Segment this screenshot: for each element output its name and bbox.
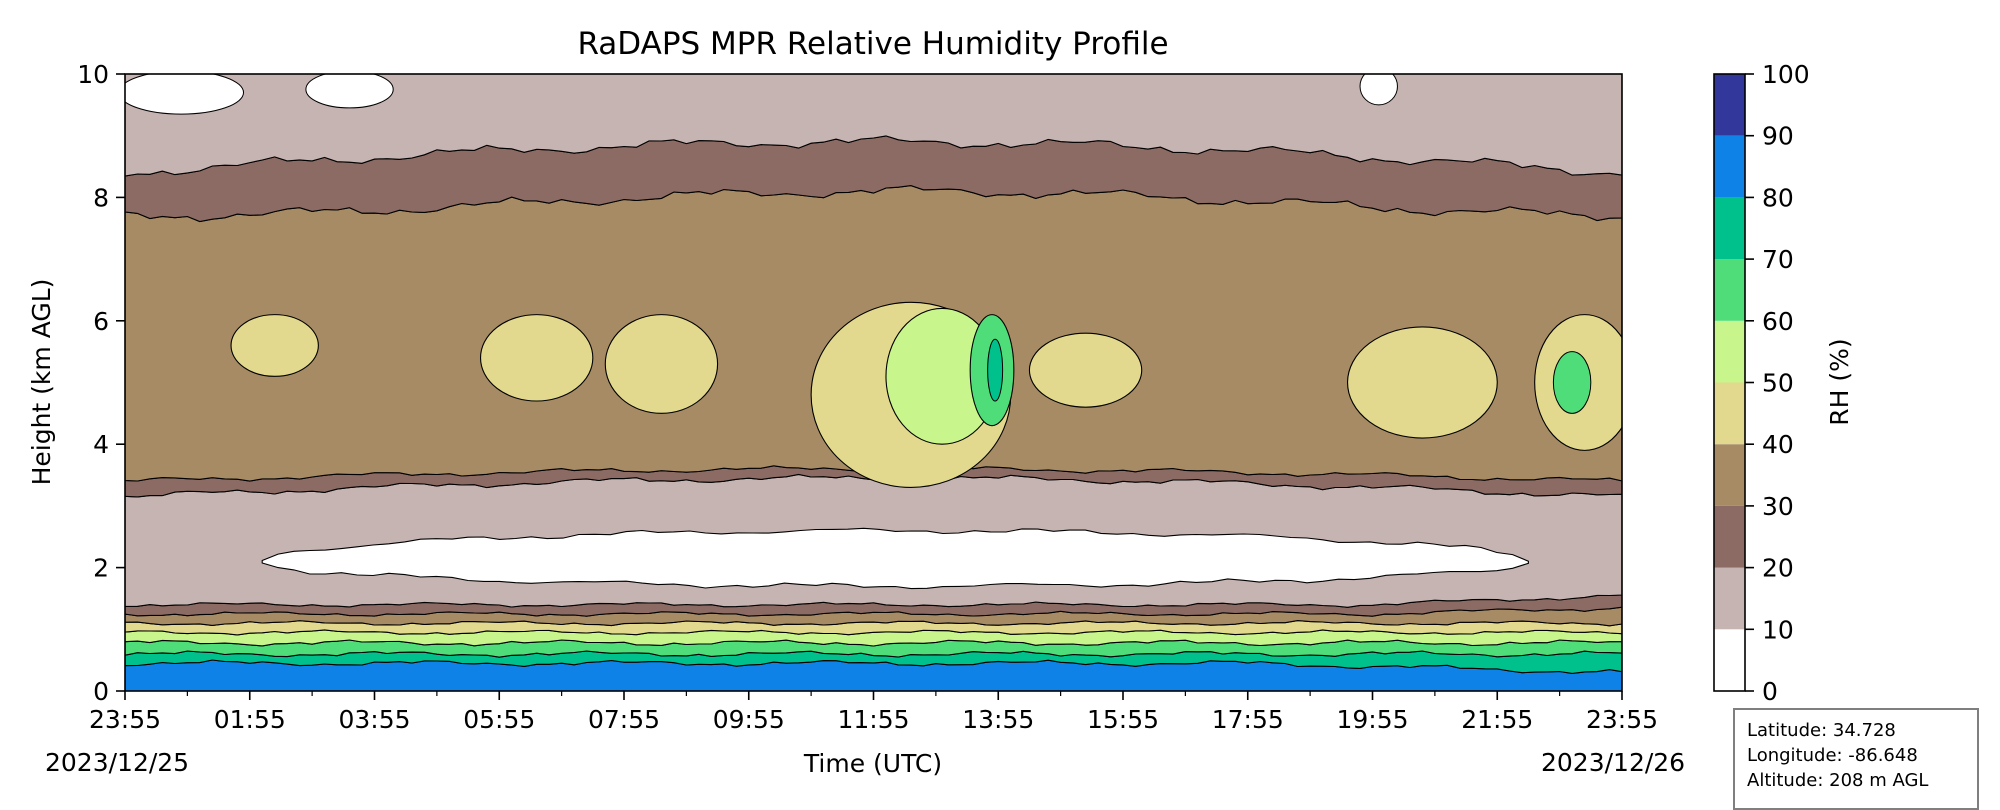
start-date-label: 2023/12/25	[45, 748, 190, 777]
y-tick-label: 4	[93, 430, 109, 459]
chart-title: RaDAPS MPR Relative Humidity Profile	[577, 26, 1168, 62]
latitude-text: Latitude: 34.728	[1747, 720, 1896, 741]
rh-dry-patch-top	[125, 74, 244, 115]
x-tick-label: 07:55	[588, 705, 660, 734]
x-tick-label: 03:55	[338, 705, 410, 734]
colorbar-tick-label: 20	[1762, 554, 1794, 583]
rh-cell-40-50	[604, 314, 719, 414]
rh-cell-40-50	[1028, 332, 1143, 408]
colorbar-swatch	[1714, 505, 1745, 568]
x-axis-label: Time (UTC)	[803, 749, 942, 778]
colorbar-tick-label: 80	[1762, 183, 1794, 212]
altitude-text: Altitude: 208 m AGL	[1747, 770, 1929, 791]
y-tick-label: 2	[93, 554, 109, 583]
x-tick-label: 11:55	[837, 705, 909, 734]
colorbar-swatch	[1714, 197, 1745, 260]
colorbar-swatch	[1714, 567, 1745, 630]
end-date-label: 2023/12/26	[1541, 748, 1686, 777]
y-tick-label: 10	[77, 60, 109, 89]
station-info-box: Latitude: 34.728 Longitude: -86.648 Alti…	[1733, 708, 1979, 810]
longitude-text: Longitude: -86.648	[1747, 745, 1918, 766]
rh-dry-patch-top	[1359, 74, 1398, 106]
colorbar-tick-label: 70	[1762, 245, 1794, 274]
colorbar-tick-label: 0	[1762, 677, 1778, 706]
colorbar-tick-label: 50	[1762, 369, 1794, 398]
x-tick-label: 01:55	[214, 705, 286, 734]
x-tick-label: 17:55	[1212, 705, 1284, 734]
colorbar-swatch	[1714, 259, 1745, 321]
colorbar-frame	[1713, 73, 1746, 692]
colorbar-tick-label: 60	[1762, 307, 1794, 336]
x-tick-label: 23:55	[1586, 705, 1658, 734]
y-axis-label: Height (km AGL)	[27, 279, 56, 486]
rh-cell-40-50	[1347, 326, 1498, 439]
x-tick-label: 05:55	[463, 705, 535, 734]
colorbar-tick-label: 30	[1762, 492, 1794, 521]
colorbar-swatch	[1714, 74, 1745, 136]
rh-dry-pocket	[261, 527, 1529, 590]
x-tick-label: 15:55	[1087, 705, 1159, 734]
rh-cell-40-50	[479, 314, 594, 402]
colorbar-swatch	[1714, 320, 1745, 383]
colorbar-swatch	[1714, 629, 1745, 691]
y-axis: 0 2 4 6 8 10	[77, 60, 125, 706]
colorbar-swatch	[1714, 382, 1745, 445]
contour-plot-area	[125, 74, 1622, 691]
y-tick-label: 0	[93, 677, 109, 706]
colorbar-tick-label: 10	[1762, 615, 1794, 644]
rh-cell-40-50	[230, 314, 319, 377]
x-tick-label: 23:55	[89, 705, 161, 734]
y-tick-label: 6	[93, 307, 109, 336]
colorbar: 0 10 20 30 40 50 60 70 80 90 100	[1714, 60, 1810, 706]
rh-band-10-20-top	[125, 74, 1622, 177]
colorbar-label: RH (%)	[1825, 338, 1854, 425]
colorbar-tick-label: 40	[1762, 430, 1794, 459]
rh-cell-70-80	[987, 338, 1004, 402]
colorbar-tick-label: 90	[1762, 122, 1794, 151]
x-tick-label: 09:55	[713, 705, 785, 734]
colorbar-tick-label: 100	[1762, 60, 1810, 89]
rh-cell-60-70	[1552, 351, 1592, 414]
rh-dry-patch-top	[305, 74, 394, 109]
colorbar-swatch	[1714, 135, 1745, 198]
x-axis: 23:55 01:55 03:55 05:55 07:55 09:55 11:55 13:55…	[89, 691, 1658, 734]
x-tick-label: 19:55	[1336, 705, 1408, 734]
x-tick-label: 13:55	[962, 705, 1034, 734]
y-tick-label: 8	[93, 183, 109, 212]
colorbar-swatch	[1714, 444, 1745, 506]
x-tick-label: 21:55	[1461, 705, 1533, 734]
